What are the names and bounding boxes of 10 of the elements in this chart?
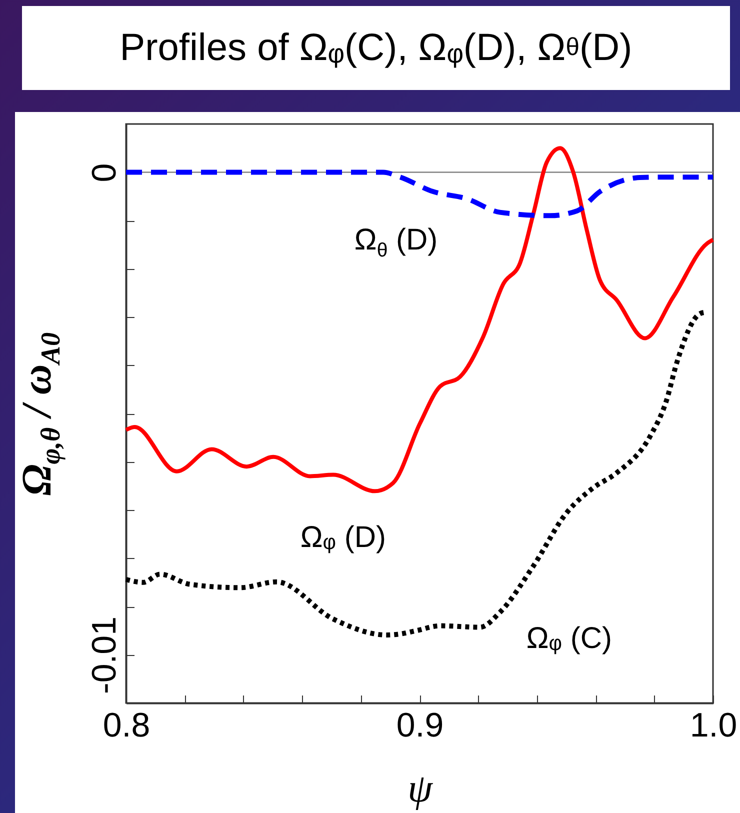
series-label: Ωᵩ (D) xyxy=(300,520,386,555)
line-series xyxy=(124,146,715,494)
series-label: Ωᵩ (C) xyxy=(526,622,612,656)
x-axis-title: ψ xyxy=(408,764,432,812)
x-tick-label: 0.9 xyxy=(396,706,444,744)
series-label: Ω$_{θ}$ (D) xyxy=(354,223,438,262)
x-tick-label: 0.8 xyxy=(102,706,150,744)
x-tick-label: 1.0 xyxy=(690,706,738,744)
y-tick-label: 0 xyxy=(86,163,124,182)
y-tick-label: -0.01 xyxy=(86,616,124,694)
